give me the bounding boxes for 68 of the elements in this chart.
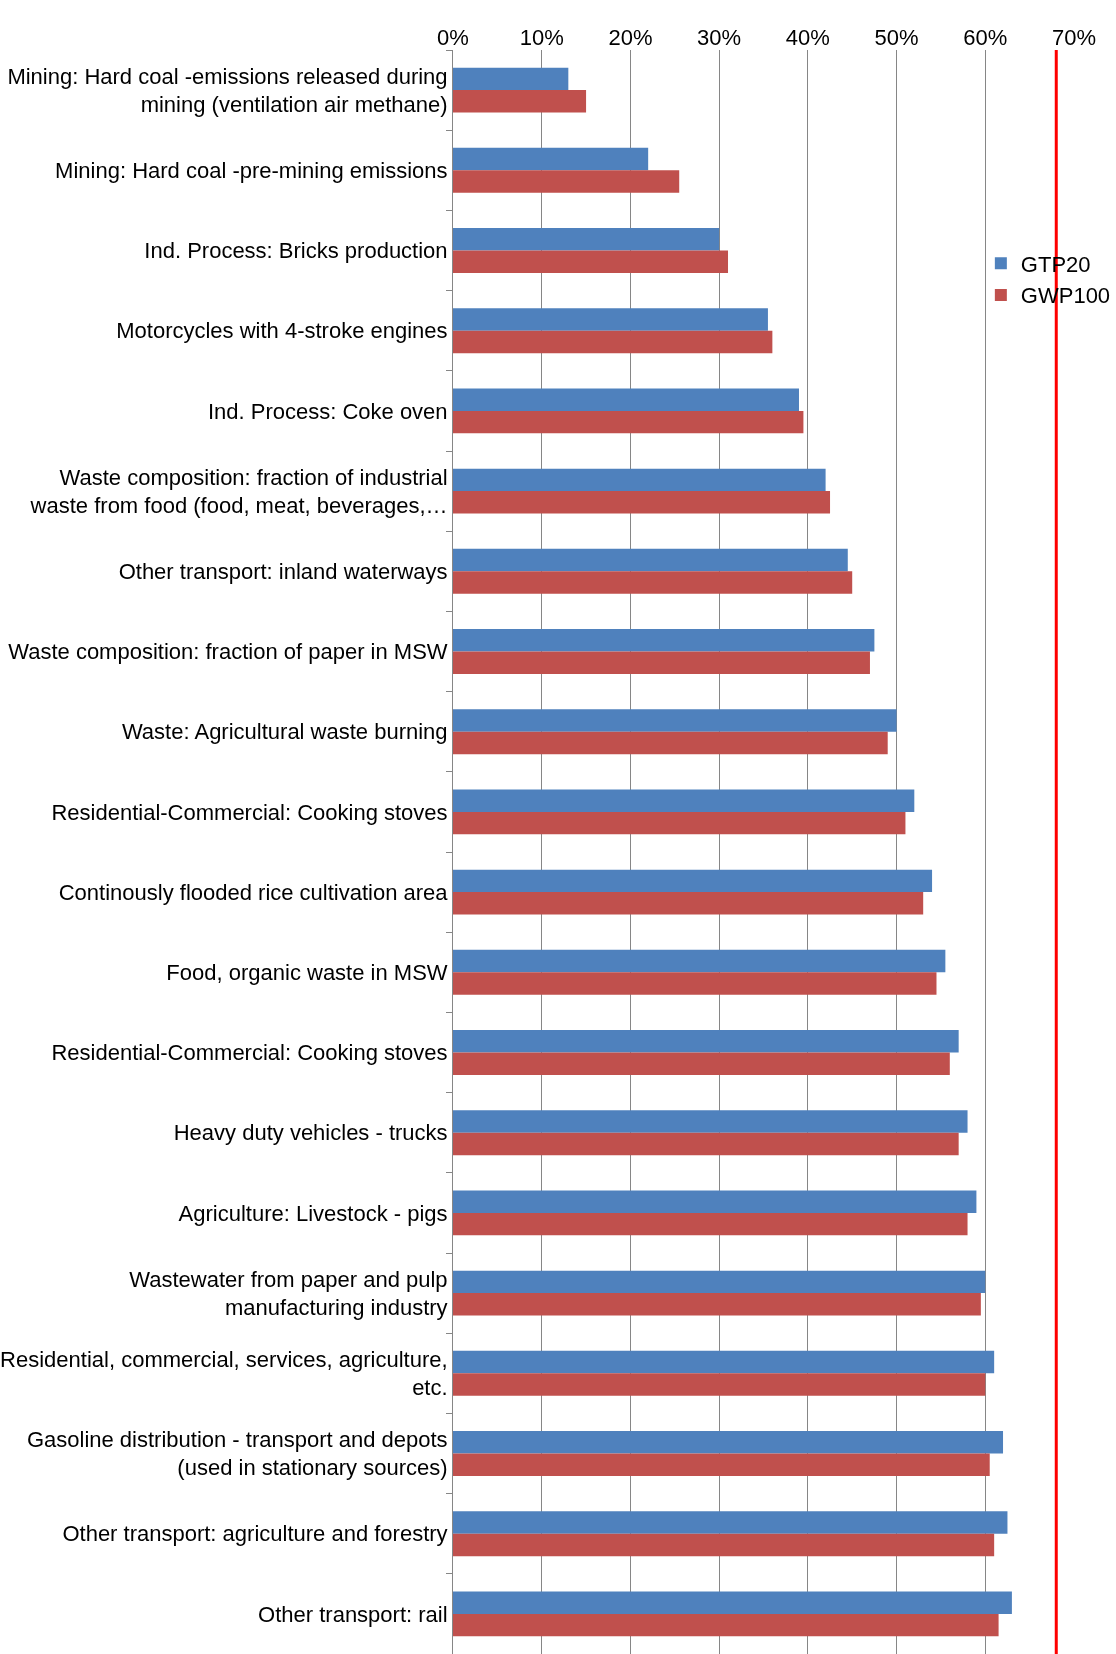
bar [453,1431,1004,1454]
bar [453,170,680,193]
bar [453,1511,1008,1534]
bar [453,250,729,273]
bar [453,892,924,915]
x-tick-label: 0% [437,24,469,50]
bar [453,228,720,251]
y-tick-label: Food, organic waste in MSW [166,960,448,985]
bar [453,1132,959,1156]
y-tick-label: Agriculture: Livestock - pigs [178,1200,448,1226]
bar [453,571,853,594]
y-tick-label: Waste composition: fraction of industrial waste from food (food, meat, beverages,… [29,464,448,519]
bar [453,1613,999,1637]
bar [453,731,888,755]
bar [453,1052,950,1075]
y-tick-label: Ind. Process: Bricks production [144,238,448,264]
bar [453,548,848,572]
y-tick-label: Mining: Hard coal -emissions released during mining (ventilation air methane) [7,63,448,118]
bar [453,869,933,893]
bar [453,147,649,171]
bar [453,1270,986,1294]
bar [453,90,587,113]
y-tick-label: Gasoline distribution - transport and depots (used in stationary sources) [26,1426,448,1481]
x-tick-label: 60% [963,24,1008,50]
bar [453,709,897,732]
x-tick-label: 30% [697,24,742,50]
y-tick-label: Other transport: agriculture and forestry [62,1521,448,1547]
bar [453,491,831,514]
bar [453,468,826,492]
bar [453,1293,981,1316]
x-tick-label: 10% [519,24,564,50]
bar [453,1190,977,1213]
bar [453,1212,968,1236]
bar [453,1030,959,1053]
bar [453,388,799,411]
y-tick-label: Residential, commercial, services, agriculture, etc. [0,1346,448,1401]
bar [453,1373,986,1396]
y-tick-label: Motorcycles with 4-stroke engines [116,318,448,344]
bar [453,972,937,995]
bar [453,1591,1012,1614]
bar [453,949,946,973]
bar [453,410,804,434]
bar [453,651,870,674]
y-tick-label: Waste composition: fraction of paper in MSW [8,639,448,665]
y-tick-label: Continously flooded rice cultivation area [58,879,449,905]
y-tick-label: Waste: Agricultural waste burning [121,719,448,745]
y-tick-label: Heavy duty vehicles - trucks [173,1120,448,1146]
x-tick-label: 40% [785,24,830,50]
bar [453,1350,995,1374]
y-tick-label: Ind. Process: Coke oven [207,398,448,424]
x-tick-label: 50% [874,24,919,50]
bar [453,789,915,812]
x-tick-label: 20% [608,24,653,50]
bar [453,811,906,835]
y-tick-label: Mining: Hard coal -pre-mining emissions [55,158,448,183]
y-tick-label: Other transport: inland waterways [118,559,448,584]
bar [453,629,875,652]
y-tick-label: Residential-Commercial: Cooking stoves [51,1040,448,1066]
bar [453,1533,995,1557]
bar [453,1453,990,1476]
bar [453,67,569,91]
x-tick-label: 70% [1051,24,1097,50]
bar [453,1110,968,1133]
y-tick-label: Wastewater from paper and pulp manufacturing industry [129,1266,448,1321]
y-tick-label: Residential-Commercial: Cooking stoves [51,799,448,825]
bar [453,330,773,354]
y-tick-label: Other transport: rail [258,1601,448,1627]
bar [453,308,768,331]
